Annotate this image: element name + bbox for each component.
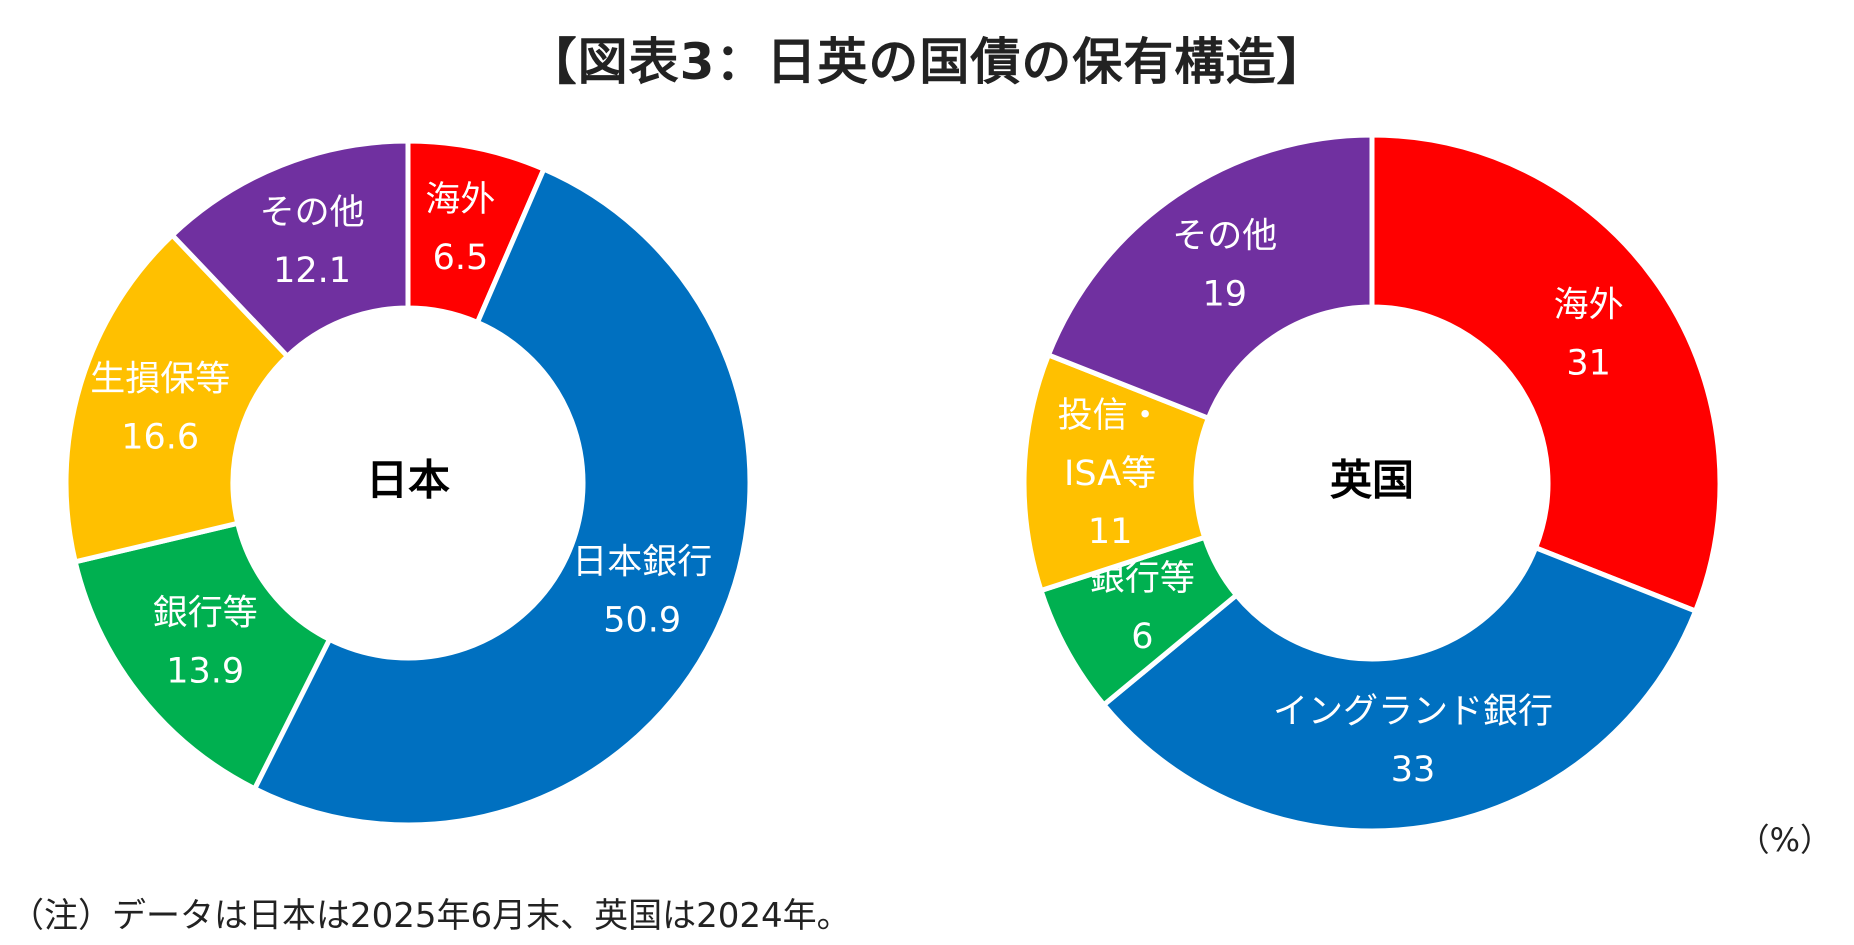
chart-title: 【図表3：日英の国債の保有構造】 [526, 33, 1328, 91]
data-label-value-0-4-1: 12.1 [273, 251, 351, 291]
donut-slice-0-4 [169, 138, 411, 359]
data-label-category-1-4-0: その他 [1172, 216, 1277, 256]
data-label-category-0-4-0: その他 [260, 193, 365, 233]
data-label-category-0-3-0: 生損保等 [90, 359, 230, 399]
unit-label: （%） [1737, 821, 1832, 859]
donut-slice-1-0 [1369, 132, 1723, 614]
donut-slice-1-1 [1101, 545, 1699, 834]
data-label-category-0-1-0: 日本銀行 [572, 542, 712, 582]
donut-slice-0-1 [252, 166, 753, 828]
data-label-value-1-1-1: 33 [1391, 750, 1436, 790]
data-label-value-0-0-1: 6.5 [433, 238, 489, 278]
data-label-category-1-3-1: ISA等 [1064, 454, 1156, 494]
donut-chart-japan: 海外 6.5 日本銀行 50.9 銀行等 13.9 生損保等 16.6 その他 12.1 日本 [63, 138, 753, 828]
data-label-value-0-2-1: 13.9 [166, 651, 244, 691]
donut-slice-0-2 [72, 520, 333, 792]
data-label-category-0-0-0: 海外 [425, 180, 495, 220]
data-label-value-1-0-1: 31 [1566, 344, 1611, 384]
data-label-category-1-1-0: イングランド銀行 [1273, 692, 1553, 732]
donut-center-label-0: 日本 [366, 456, 450, 505]
data-label-value-0-3-1: 16.6 [121, 417, 199, 457]
donut-slice-0-3 [63, 232, 290, 565]
data-label-value-1-2-1: 6 [1131, 617, 1153, 657]
data-label-value-1-4-1: 19 [1202, 274, 1247, 314]
data-label-value-1-3-2: 11 [1088, 512, 1133, 552]
footnote: （注）データは日本は2025年6月末、英国は2024年。 [10, 896, 851, 936]
donut-center-label-1: 英国 [1330, 456, 1414, 505]
data-label-category-1-3-0: 投信・ [1058, 396, 1163, 436]
data-label-category-1-0-0: 海外 [1554, 286, 1624, 326]
data-label-category-0-2-0: 銀行等 [153, 593, 258, 633]
donut-slice-1-4 [1045, 132, 1375, 421]
data-label-value-0-1-1: 50.9 [603, 600, 681, 640]
